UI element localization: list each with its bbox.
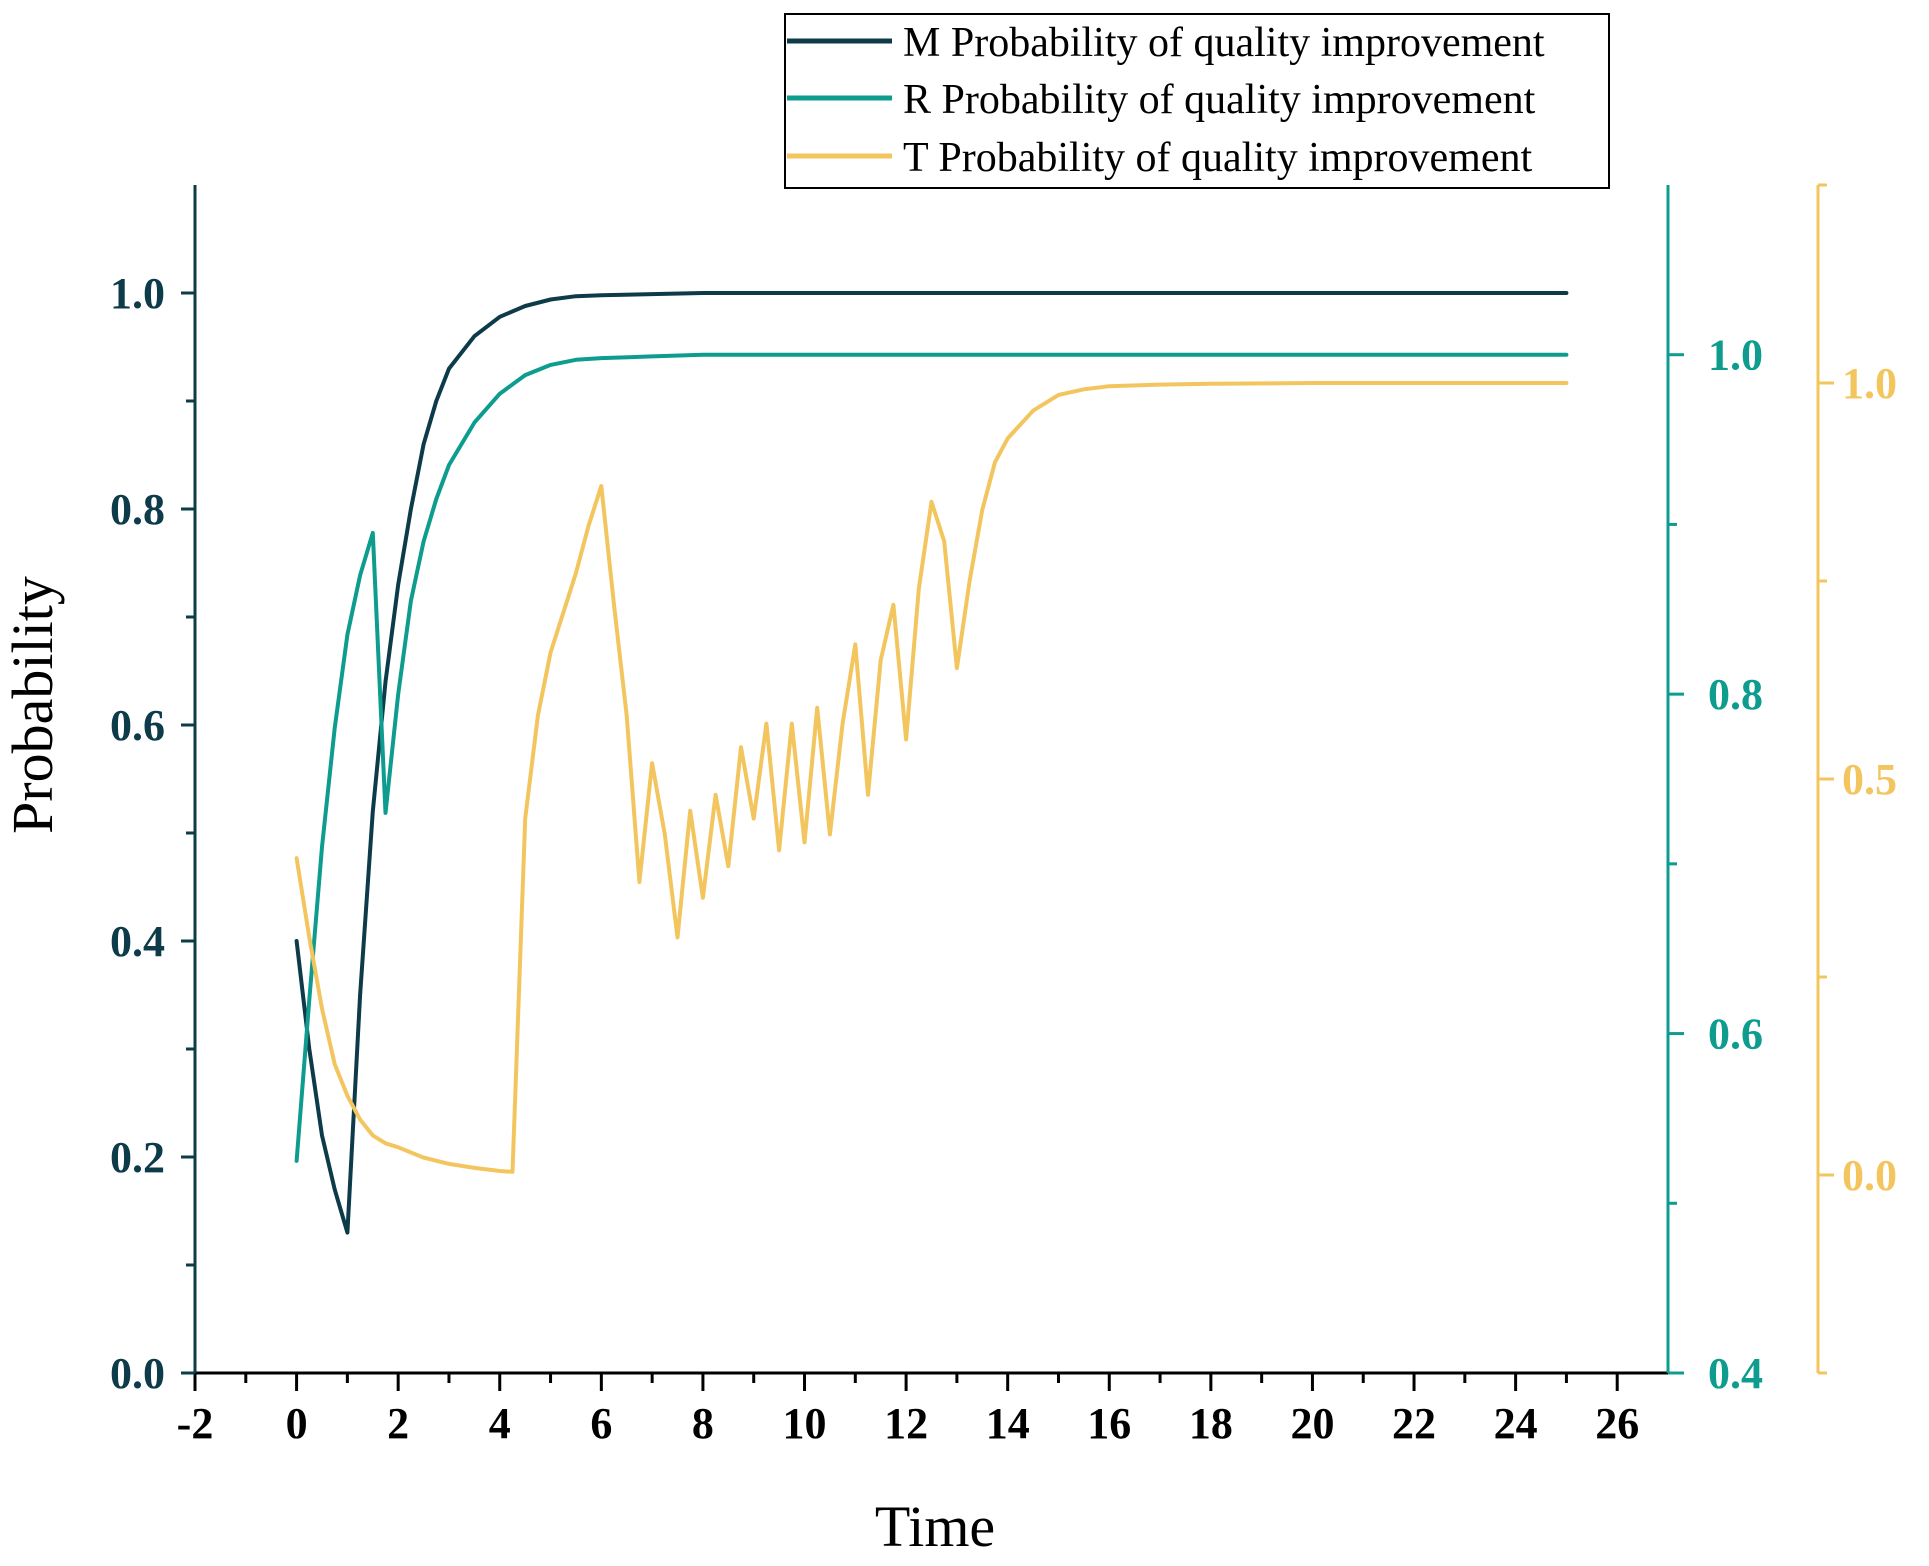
right1-y-tick-label: 0.6 <box>1708 1010 1763 1059</box>
x-tick-label: 6 <box>590 1399 612 1448</box>
x-tick-label: 26 <box>1595 1399 1639 1448</box>
series-line-t <box>294 381 1569 1174</box>
x-tick-label: 12 <box>884 1399 928 1448</box>
x-tick-label: 14 <box>986 1399 1030 1448</box>
legend-label-r: R Probability of quality improvement <box>903 77 1536 123</box>
left-y-tick-label: 0.8 <box>110 485 165 534</box>
legend-label-t: T Probability of quality improvement <box>903 135 1532 181</box>
plot-lines <box>294 291 1569 1235</box>
right2-y-tick-label: 1.0 <box>1842 359 1897 408</box>
axes-layer: -2 0 2 4 6 8 10 12 14 16 18 20 22 24 260.00.20.40.60.8… <box>110 183 1897 1448</box>
right2-y-tick-label: 0.0 <box>1842 1151 1897 1200</box>
x-tick-label: -2 <box>177 1399 214 1448</box>
x-tick-label: 24 <box>1494 1399 1538 1448</box>
right1-y-tick-label: 1.0 <box>1708 331 1763 380</box>
x-tick-label: 18 <box>1189 1399 1233 1448</box>
legend: M Probability of quality improvement R P… <box>784 13 1610 189</box>
x-tick-label: 10 <box>783 1399 827 1448</box>
x-tick-label: 4 <box>489 1399 511 1448</box>
x-tick-label: 0 <box>286 1399 308 1448</box>
left-y-tick-label: 0.4 <box>110 917 165 966</box>
right1-y-tick-label: 0.8 <box>1708 670 1763 719</box>
series-line-m <box>294 291 1569 1235</box>
left-y-tick-label: 0.2 <box>110 1133 165 1182</box>
left-y-tick-label: 0.6 <box>110 701 165 750</box>
x-tick-label: 22 <box>1392 1399 1436 1448</box>
left-y-tick-label: 0.0 <box>110 1349 165 1398</box>
x-tick-label: 16 <box>1087 1399 1131 1448</box>
legend-box <box>784 13 1610 189</box>
right1-y-tick-label: 0.4 <box>1708 1349 1763 1398</box>
left-y-tick-label: 1.0 <box>110 269 165 318</box>
x-axis-title: Time <box>875 1494 995 1559</box>
x-tick-label: 8 <box>692 1399 714 1448</box>
right2-y-tick-label: 0.5 <box>1842 755 1897 804</box>
y-axis-title: Probability <box>0 576 65 834</box>
series-line-r <box>294 352 1569 1163</box>
x-tick-label: 2 <box>387 1399 409 1448</box>
legend-label-m: M Probability of quality improvement <box>903 20 1545 66</box>
x-tick-label: 20 <box>1290 1399 1334 1448</box>
